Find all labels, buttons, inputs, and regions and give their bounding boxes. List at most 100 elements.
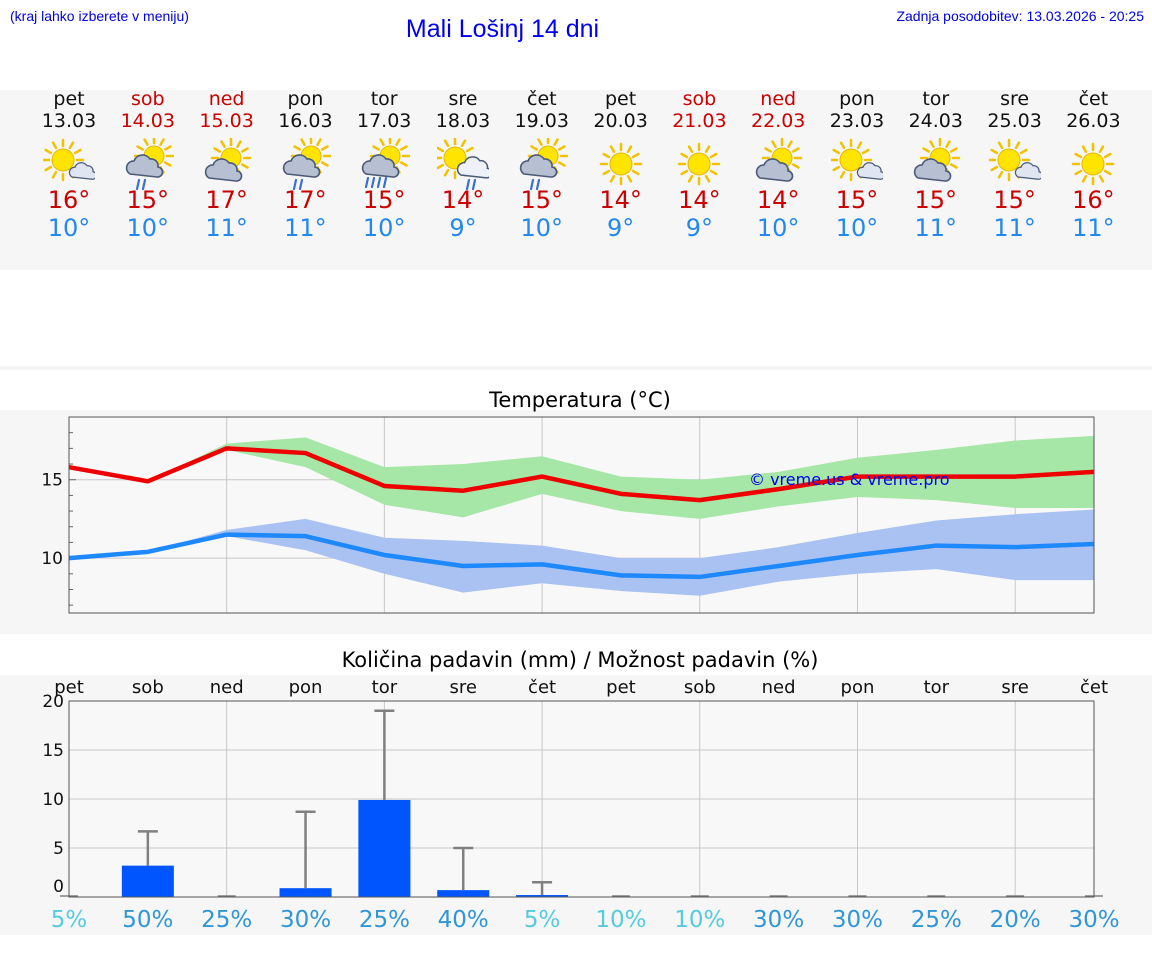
day-column: sre 25.03 15° 11° — [975, 88, 1055, 242]
day-column: ned 15.03 17° 11° — [187, 88, 267, 242]
precipitation-bar — [279, 888, 332, 897]
day-column: sob 21.03 14° 9° — [659, 88, 739, 242]
x-category-label: tor — [372, 677, 398, 698]
max-temperature: 17° — [284, 186, 327, 214]
precipitation-probability: 25% — [201, 907, 252, 933]
precipitation-probability: 20% — [990, 907, 1041, 933]
partly-cloudy-icon — [43, 138, 95, 182]
plot-border — [68, 700, 1095, 898]
location-hint[interactable]: (kraj lahko izberete v meniju) — [10, 8, 189, 24]
day-name: pon — [839, 88, 875, 110]
min-temperature: 10° — [520, 214, 564, 242]
max-temperature: 15° — [126, 186, 170, 214]
x-category-label: čet — [528, 677, 556, 698]
precipitation-probability: 30% — [280, 907, 331, 933]
watermark: © vreme.us & vreme.pro — [749, 470, 950, 489]
precipitation-bar — [121, 865, 174, 897]
day-date: 13.03 — [41, 110, 97, 132]
min-temperature: 10° — [47, 214, 91, 242]
x-category-label: sre — [1001, 677, 1028, 698]
x-category-label: čet — [1080, 677, 1108, 698]
day-column: tor 17.03 15° 10° — [344, 88, 424, 242]
day-name: tor — [922, 88, 950, 110]
section-divider — [0, 366, 1152, 370]
y-tick-label: 10 — [42, 790, 64, 810]
day-column: čet 26.03 16° 11° — [1053, 88, 1133, 242]
forecast-band — [0, 90, 1152, 270]
cloudy-sun-icon — [756, 138, 803, 182]
max-temperature: 15° — [835, 186, 879, 214]
day-column: pet 20.03 14° 9° — [581, 88, 661, 242]
day-column: čet 19.03 15° 10° — [502, 88, 582, 242]
cloud-rain-icon — [283, 138, 332, 190]
precipitation-bar — [437, 890, 490, 897]
precipitation-bar — [358, 799, 411, 897]
temperature-chart: 10 15 © vreme.us & vreme.pro — [41, 416, 1095, 614]
day-name: čet — [527, 88, 557, 110]
max-temperature: 14° — [599, 186, 642, 214]
precipitation-probability: 25% — [911, 907, 962, 933]
precipitation-probability: 5% — [524, 907, 561, 933]
day-name: pet — [53, 88, 85, 110]
sun-icon — [599, 142, 642, 186]
day-date: 25.03 — [987, 110, 1042, 132]
y-tick-label: 15 — [42, 741, 64, 761]
max-temperature: 15° — [993, 186, 1036, 214]
min-temperature: 10° — [126, 214, 170, 242]
day-column: sre 18.03 14° 9° — [423, 88, 503, 242]
sun-cloud-rain-icon — [437, 138, 489, 190]
min-temperature-range-band — [69, 509, 1094, 596]
y-tick-label: 15 — [41, 471, 63, 491]
precipitation-probability: 50% — [122, 907, 173, 933]
min-temperature: 11° — [205, 214, 248, 242]
max-temperature: 14° — [441, 186, 485, 214]
day-date: 15.03 — [199, 110, 254, 132]
day-date: 16.03 — [278, 110, 333, 132]
day-date: 14.03 — [120, 110, 175, 132]
max-temperature: 17° — [205, 186, 248, 214]
max-temperature: 16° — [1072, 186, 1115, 214]
x-category-label: tor — [924, 677, 950, 698]
x-category-label: ned — [210, 677, 244, 698]
day-date: 21.03 — [672, 110, 727, 132]
day-column: pet 13.03 16° 10° — [29, 88, 109, 242]
precipitation-probability: 30% — [1068, 907, 1119, 933]
day-date: 23.03 — [829, 110, 885, 132]
day-date: 24.03 — [908, 110, 963, 132]
cloudy-sun-icon — [913, 138, 961, 182]
day-column: sob 14.03 15° 10° — [108, 88, 188, 242]
max-temperature: 15° — [914, 186, 958, 214]
min-temperature: 9° — [685, 214, 714, 242]
precipitation-probability: 10% — [595, 907, 646, 933]
day-date: 19.03 — [514, 110, 569, 132]
cloudy-sun-icon — [204, 138, 251, 182]
day-column: ned 22.03 14° 10° — [738, 88, 818, 242]
sun-icon — [678, 142, 721, 186]
max-temperature: 15° — [362, 186, 406, 214]
cloud-rain-icon — [125, 138, 174, 190]
precipitation-probability: 5% — [51, 907, 88, 933]
min-temperature: 11° — [1072, 214, 1115, 242]
min-temperature: 11° — [914, 214, 958, 242]
y-tick-label: 0 — [53, 877, 64, 897]
partly-cloudy-icon — [988, 138, 1041, 182]
min-temperature: 9° — [449, 214, 477, 242]
min-temperature: 9° — [606, 214, 635, 242]
precipitation-probability: 30% — [753, 907, 804, 933]
day-date: 17.03 — [356, 110, 412, 132]
day-name: sob — [682, 88, 717, 110]
day-date: 22.03 — [750, 110, 806, 132]
min-temperature: 11° — [284, 214, 327, 242]
x-category-label: pet — [606, 677, 636, 698]
plot-border — [68, 416, 1095, 614]
precipitation-probability: 25% — [359, 907, 410, 933]
day-column: tor 24.03 15° 11° — [896, 88, 976, 242]
cloud-heavy-rain-icon — [362, 138, 411, 189]
day-name: sre — [448, 88, 478, 110]
x-category-label: pet — [54, 677, 84, 698]
day-name: pon — [287, 88, 324, 110]
x-category-label: sre — [449, 677, 476, 698]
min-temperature-line — [68, 532, 1095, 580]
precipitation-chart-title: Količina padavin (mm) / Možnost padavin … — [341, 648, 819, 672]
